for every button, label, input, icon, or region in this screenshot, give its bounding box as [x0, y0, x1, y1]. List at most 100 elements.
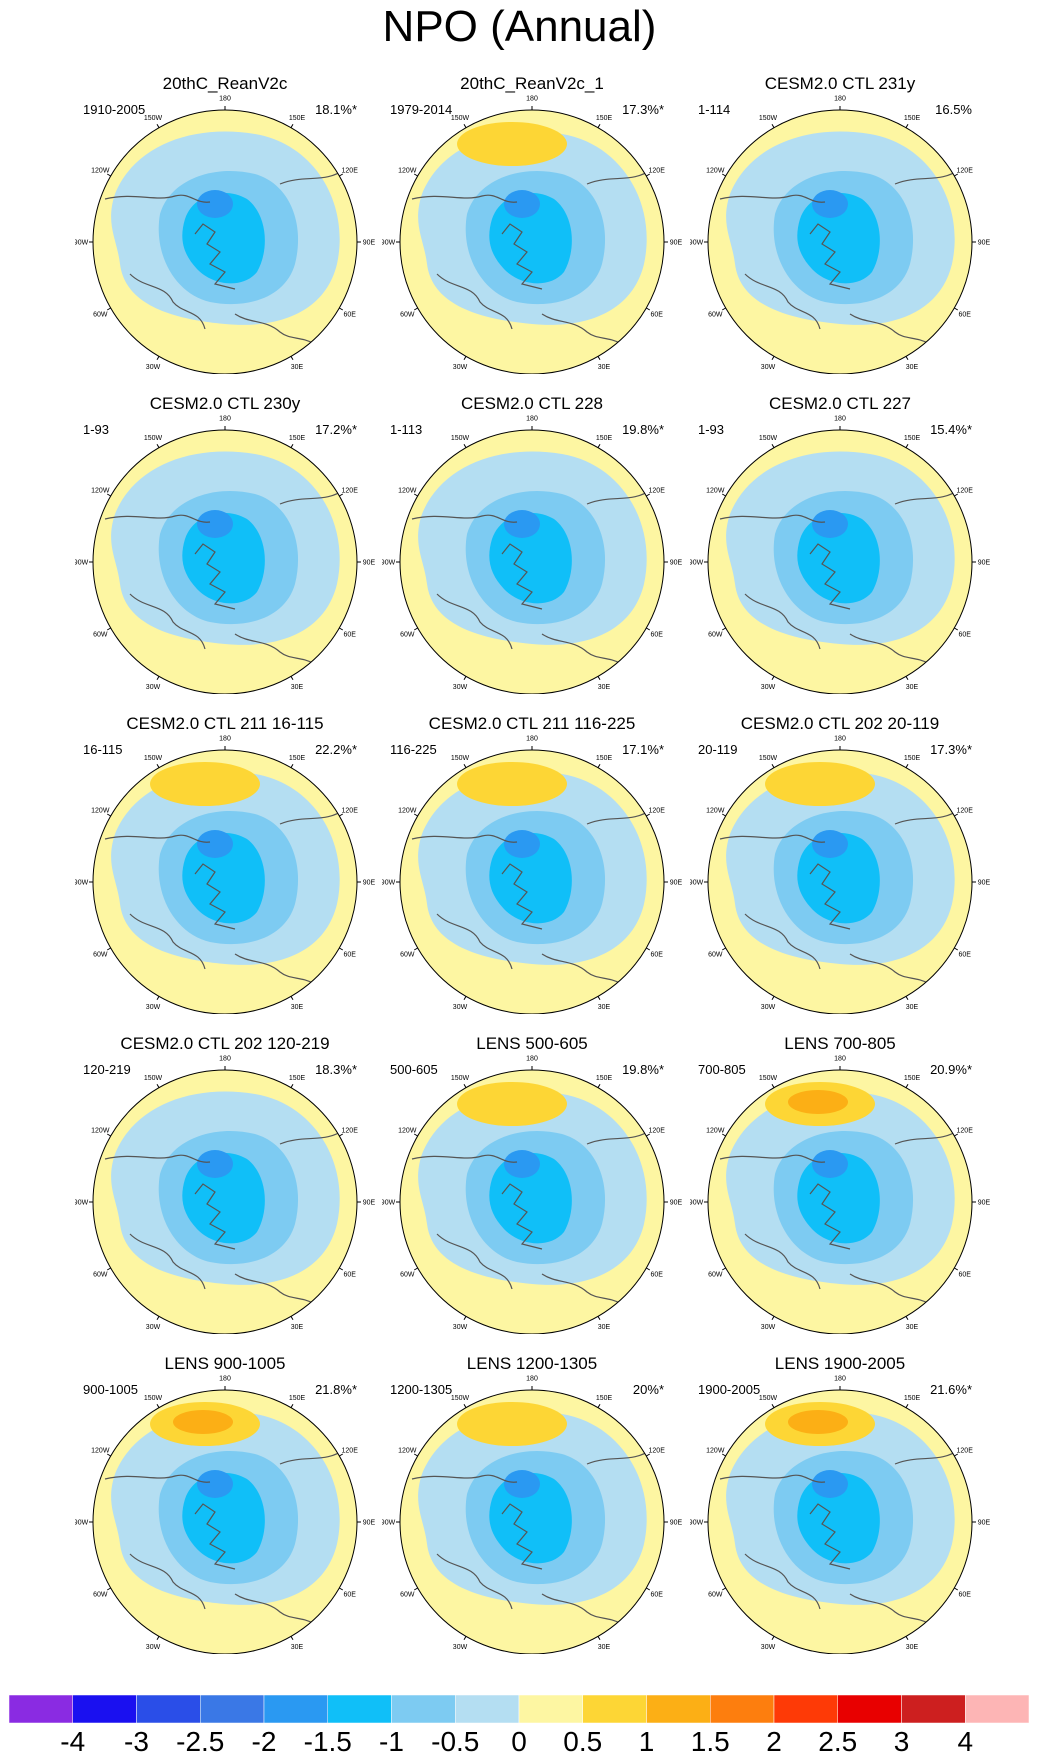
tick-mark: [954, 947, 959, 951]
negative-core: [197, 190, 233, 218]
longitude-label: 90E: [670, 1520, 682, 1527]
tick-mark: [597, 996, 601, 1001]
panel-variance: 17.3%*: [622, 102, 664, 117]
longitude-label: 90W: [690, 240, 704, 247]
longitude-label: 60E: [958, 952, 971, 959]
tick-mark: [106, 947, 111, 951]
colorbar-box: [391, 1694, 456, 1724]
tick-mark: [721, 1133, 726, 1137]
tick-mark: [721, 1267, 726, 1271]
tick-mark: [290, 123, 294, 128]
tick-mark: [597, 1083, 601, 1088]
tick-mark: [463, 1403, 467, 1408]
negative-core: [504, 1150, 540, 1178]
tick-mark: [954, 307, 959, 311]
tick-mark: [413, 1133, 418, 1137]
longitude-label: 150E: [904, 115, 921, 122]
longitude-label: 60W: [708, 632, 723, 639]
panel-variance: 21.6%*: [930, 1382, 972, 1397]
tick-mark: [156, 996, 160, 1001]
colorbar-label: -4: [60, 1726, 86, 1757]
negative-contour: [489, 192, 572, 284]
longitude-label: 60W: [708, 1592, 723, 1599]
longitude-label: 150E: [289, 1395, 306, 1402]
longitude-label: 180: [219, 96, 231, 103]
panel-title: LENS 500-605: [476, 1034, 588, 1053]
longitude-label: 120W: [398, 1448, 417, 1455]
longitude-label: 90E: [978, 240, 990, 247]
panel-title: CESM2.0 CTL 202 20-119: [740, 714, 940, 733]
negative-contour: [182, 192, 265, 284]
negative-core: [197, 1150, 233, 1178]
tick-mark: [463, 1636, 467, 1641]
negative-core: [197, 510, 233, 538]
tick-mark: [106, 493, 111, 497]
tick-mark: [905, 356, 909, 361]
colorbar-label: 4: [957, 1726, 974, 1757]
tick-mark: [290, 356, 294, 361]
longitude-label: 90W: [690, 880, 704, 887]
longitude-label: 150W: [451, 1395, 470, 1402]
map-panel: 180150E120E90E60E30E030W60W90W120W150WCE…: [690, 394, 990, 694]
longitude-label: 60W: [708, 312, 723, 319]
page-title: NPO (Annual): [382, 2, 657, 51]
longitude-label: 150W: [451, 435, 470, 442]
map-panel: 180150E120E90E60E30E030W60W90W120W150W20…: [75, 74, 375, 374]
longitude-label: 120W: [398, 168, 417, 175]
longitude-label: 120W: [91, 1128, 110, 1135]
longitude-label: 120E: [342, 1128, 359, 1135]
polar-map: 180150E120E90E60E30E030W60W90W120W150W: [690, 1056, 990, 1334]
tick-mark: [721, 307, 726, 311]
negative-contour: [182, 512, 265, 604]
longitude-label: 30E: [291, 1644, 304, 1651]
longitude-label: 150W: [759, 435, 778, 442]
tick-mark: [954, 1453, 959, 1457]
panel-title: CESM2.0 CTL 227: [768, 394, 912, 413]
polar-map: 180150E120E90E60E30E030W60W90W120W150W: [382, 736, 682, 1014]
map-panel: 180150E120E90E60E30E030W60W90W120W150WCE…: [690, 714, 990, 1014]
longitude-label: 120W: [398, 808, 417, 815]
panel-period: 116-225: [390, 742, 437, 757]
panel-variance: 17.3%*: [930, 742, 972, 757]
colorbar-label: -2: [251, 1726, 277, 1757]
longitude-label: 30W: [761, 1644, 776, 1651]
negative-core: [504, 830, 540, 858]
panel-title: 20thC_ReanV2c_1: [460, 74, 604, 93]
longitude-label: 60E: [343, 312, 356, 319]
panel-period: 1-93: [83, 422, 110, 437]
longitude-label: 30E: [598, 1324, 611, 1331]
tick-mark: [339, 947, 344, 951]
panel-period: 16-115: [83, 742, 123, 757]
map-panel: 180150E120E90E60E30E030W60W90W120W150WLE…: [690, 1034, 990, 1334]
tick-mark: [597, 443, 601, 448]
coastlines: [411, 168, 664, 345]
negative-contour: [797, 1472, 880, 1564]
tick-mark: [290, 676, 294, 681]
polar-map: 180150E120E90E60E30E030W60W90W120W150W: [382, 1376, 682, 1654]
longitude-label: 120E: [649, 1448, 666, 1455]
panel-variance: 21.8%*: [315, 1382, 357, 1397]
longitude-label: 150W: [451, 1075, 470, 1082]
panel-variance: 18.1%*: [315, 102, 357, 117]
longitude-label: 180: [526, 1056, 538, 1063]
tick-mark: [954, 1133, 959, 1137]
longitude-label: 90W: [75, 880, 89, 887]
coastlines: [719, 808, 972, 985]
tick-mark: [597, 676, 601, 681]
colorbar-box: [965, 1694, 1029, 1724]
longitude-label: 180: [834, 1056, 846, 1063]
longitude-label: 150E: [289, 115, 306, 122]
tick-mark: [290, 1316, 294, 1321]
longitude-label: 60W: [400, 632, 415, 639]
longitude-label: 120E: [342, 488, 359, 495]
map-panel: 180150E120E90E60E30E030W60W90W120W150WCE…: [75, 394, 375, 694]
longitude-label: 180: [526, 1376, 538, 1383]
longitude-label: 60E: [650, 312, 663, 319]
tick-mark: [721, 947, 726, 951]
negative-core: [197, 830, 233, 858]
tick-mark: [721, 1587, 726, 1591]
tick-mark: [156, 443, 160, 448]
longitude-label: 30W: [146, 684, 161, 691]
ridge-contour: [457, 122, 567, 166]
longitude-label: 60E: [650, 952, 663, 959]
